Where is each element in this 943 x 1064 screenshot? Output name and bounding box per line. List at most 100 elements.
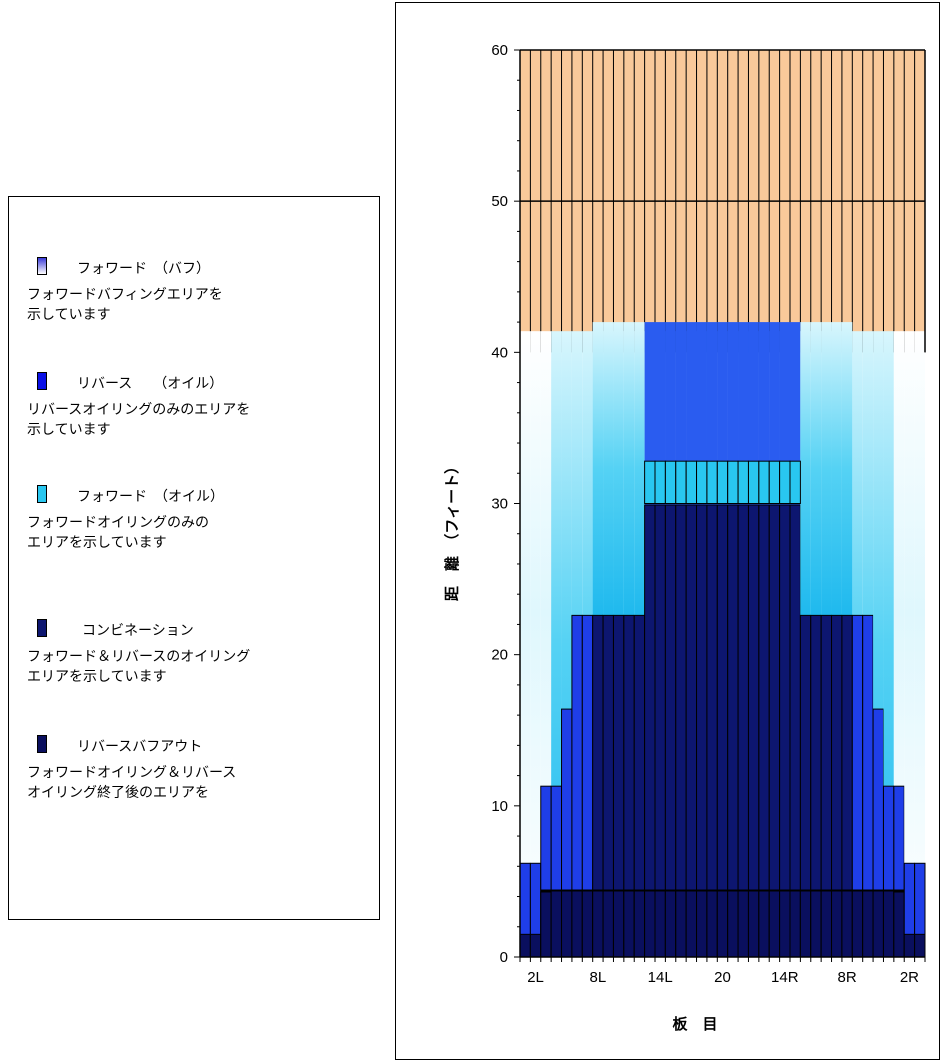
board-oil-zone [540,331,552,957]
legend-item-reverse-oil: リバース （オイル） リバースオイリングのみのエリアを 示しています [27,372,367,440]
legend-title-forward-buff: フォワード （バフ） [77,261,210,277]
combination-bar [768,504,781,958]
forward-oil-band [768,460,781,505]
combination-bar [747,504,760,958]
reverse-buff-out-bar [862,889,874,958]
reverse-buff-out-bar [810,889,822,958]
reverse-buff-out-bar [903,933,916,958]
forward-oil-band [654,460,666,505]
forward-oil-bar [623,322,635,616]
legend-item-reverse-buff-out: リバースバフアウト フォワードオイリング＆リバース オイリング終了後のエリアを [27,735,367,803]
reverse-buff-out-bar [789,889,801,958]
y-axis-title: 距 離 （フィート） [443,459,461,601]
reverse-buff-out-bar [696,889,708,958]
y-tick-label: 10 [491,798,508,815]
board-oil-zone [530,331,541,957]
legend-title-reverse-buff-out: リバースバフアウト [77,739,203,755]
reverse-buff-out-bar [716,889,729,958]
x-tick-label: 20 [714,969,731,986]
board-oil-zone [520,331,531,957]
forward-oil-band [789,460,801,505]
y-tick-label: 60 [491,42,508,59]
legend-swatch-reverse-oil [37,372,47,390]
combination-bar [685,504,698,958]
forward-oil-band [706,460,718,505]
board-oil-zone [893,331,905,957]
reverse-buff-out-bar [550,889,563,958]
legend-desc-reverse-oil: リバースオイリングのみのエリアを 示しています [27,402,251,438]
reverse-buff-out-bar [841,889,853,958]
reverse-oil-bar [665,322,676,506]
reverse-buff-out-bar [758,889,770,958]
reverse-oil-bar [779,322,790,506]
forward-oil-band [664,460,677,505]
x-tick-label: 8L [590,969,607,986]
x-axis-title: 板 目 [672,1015,717,1033]
board-oil-zone [561,331,572,957]
reverse-buff-out-bar [529,933,542,958]
forward-oil-bar [592,322,604,616]
legend-desc-forward-buff: フォワードバフィングエリアを 示しています [27,287,223,323]
reverse-oil-bar [644,322,655,506]
reverse-buff-out-bar [602,889,614,958]
legend-swatch-forward-oil [37,485,47,503]
board-oil-zone [904,331,915,957]
combination-bar [654,504,666,958]
reverse-oil-bar [706,322,718,506]
forward-oil-bar [810,322,822,616]
y-tick-label: 40 [491,344,508,361]
reverse-buff-out-bar [747,889,760,958]
plot-area [519,50,926,958]
x-tick-label: 14R [771,969,799,986]
reverse-buff-out-bar [820,889,833,958]
legend-swatch-combination [37,619,47,637]
legend-desc-forward-oil: フォワードオイリングのみの エリアを示しています [27,515,209,551]
combination-bar [696,504,708,958]
forward-oil-band [737,460,749,505]
forward-oil-band [727,460,739,505]
reverse-oil-bar [696,322,707,506]
reverse-buff-out-bar [654,889,666,958]
forward-oil-bar [821,322,832,616]
forward-oil-bar [634,322,645,616]
board-oil-zone [873,331,884,957]
forward-oil-bar [831,322,842,616]
forward-oil-band [696,460,708,505]
legend-item-forward-buff: フォワード （バフ） フォワードバフィングエリアを 示しています [27,257,367,325]
forward-oil-bar [603,322,614,616]
reverse-buff-out-bar [644,889,656,958]
reverse-oil-bar [675,322,687,506]
reverse-buff-out-bar [779,889,791,958]
x-tick-label: 2L [527,969,544,986]
legend-swatch-reverse-buff-out [37,735,47,753]
reverse-buff-out-bar [592,889,604,958]
board-oil-zone [883,331,894,957]
reverse-oil-bar [655,322,666,506]
forward-oil-band [716,460,729,505]
reverse-oil-bar [717,322,728,506]
reverse-buff-out-bar [799,889,812,958]
reverse-oil-bar [769,322,780,506]
reverse-buff-out-bar [623,889,635,958]
legend-title-combination: コンビネーション [82,623,194,639]
reverse-oil-bar [758,322,770,506]
legend-title-forward-oil: フォワード （オイル） [77,489,224,505]
reverse-buff-out-bar [882,889,895,958]
reverse-buff-out-bar [737,889,749,958]
reverse-oil-bar [790,322,801,506]
combination-bar [727,504,739,958]
combination-bar [706,504,718,958]
y-tick-label: 0 [500,949,508,966]
combination-bar [716,504,729,958]
combination-bar [675,504,687,958]
reverse-oil-bar [738,322,749,506]
reverse-buff-out-bar [706,889,718,958]
reverse-buff-out-bar [893,891,905,958]
forward-oil-band [675,460,687,505]
x-tick-label: 2R [900,969,919,986]
y-tick-label: 50 [491,193,508,210]
legend-title-reverse-oil: リバース （オイル） [77,376,224,392]
reverse-buff-out-bar [768,889,781,958]
lane-oil-chart: 0 10 20 30 40 50 60 2L 8L 14L 20 14R 8R 2R 板 目 距 離 （フ… [443,42,926,1033]
reverse-buff-out-bar [571,889,583,958]
